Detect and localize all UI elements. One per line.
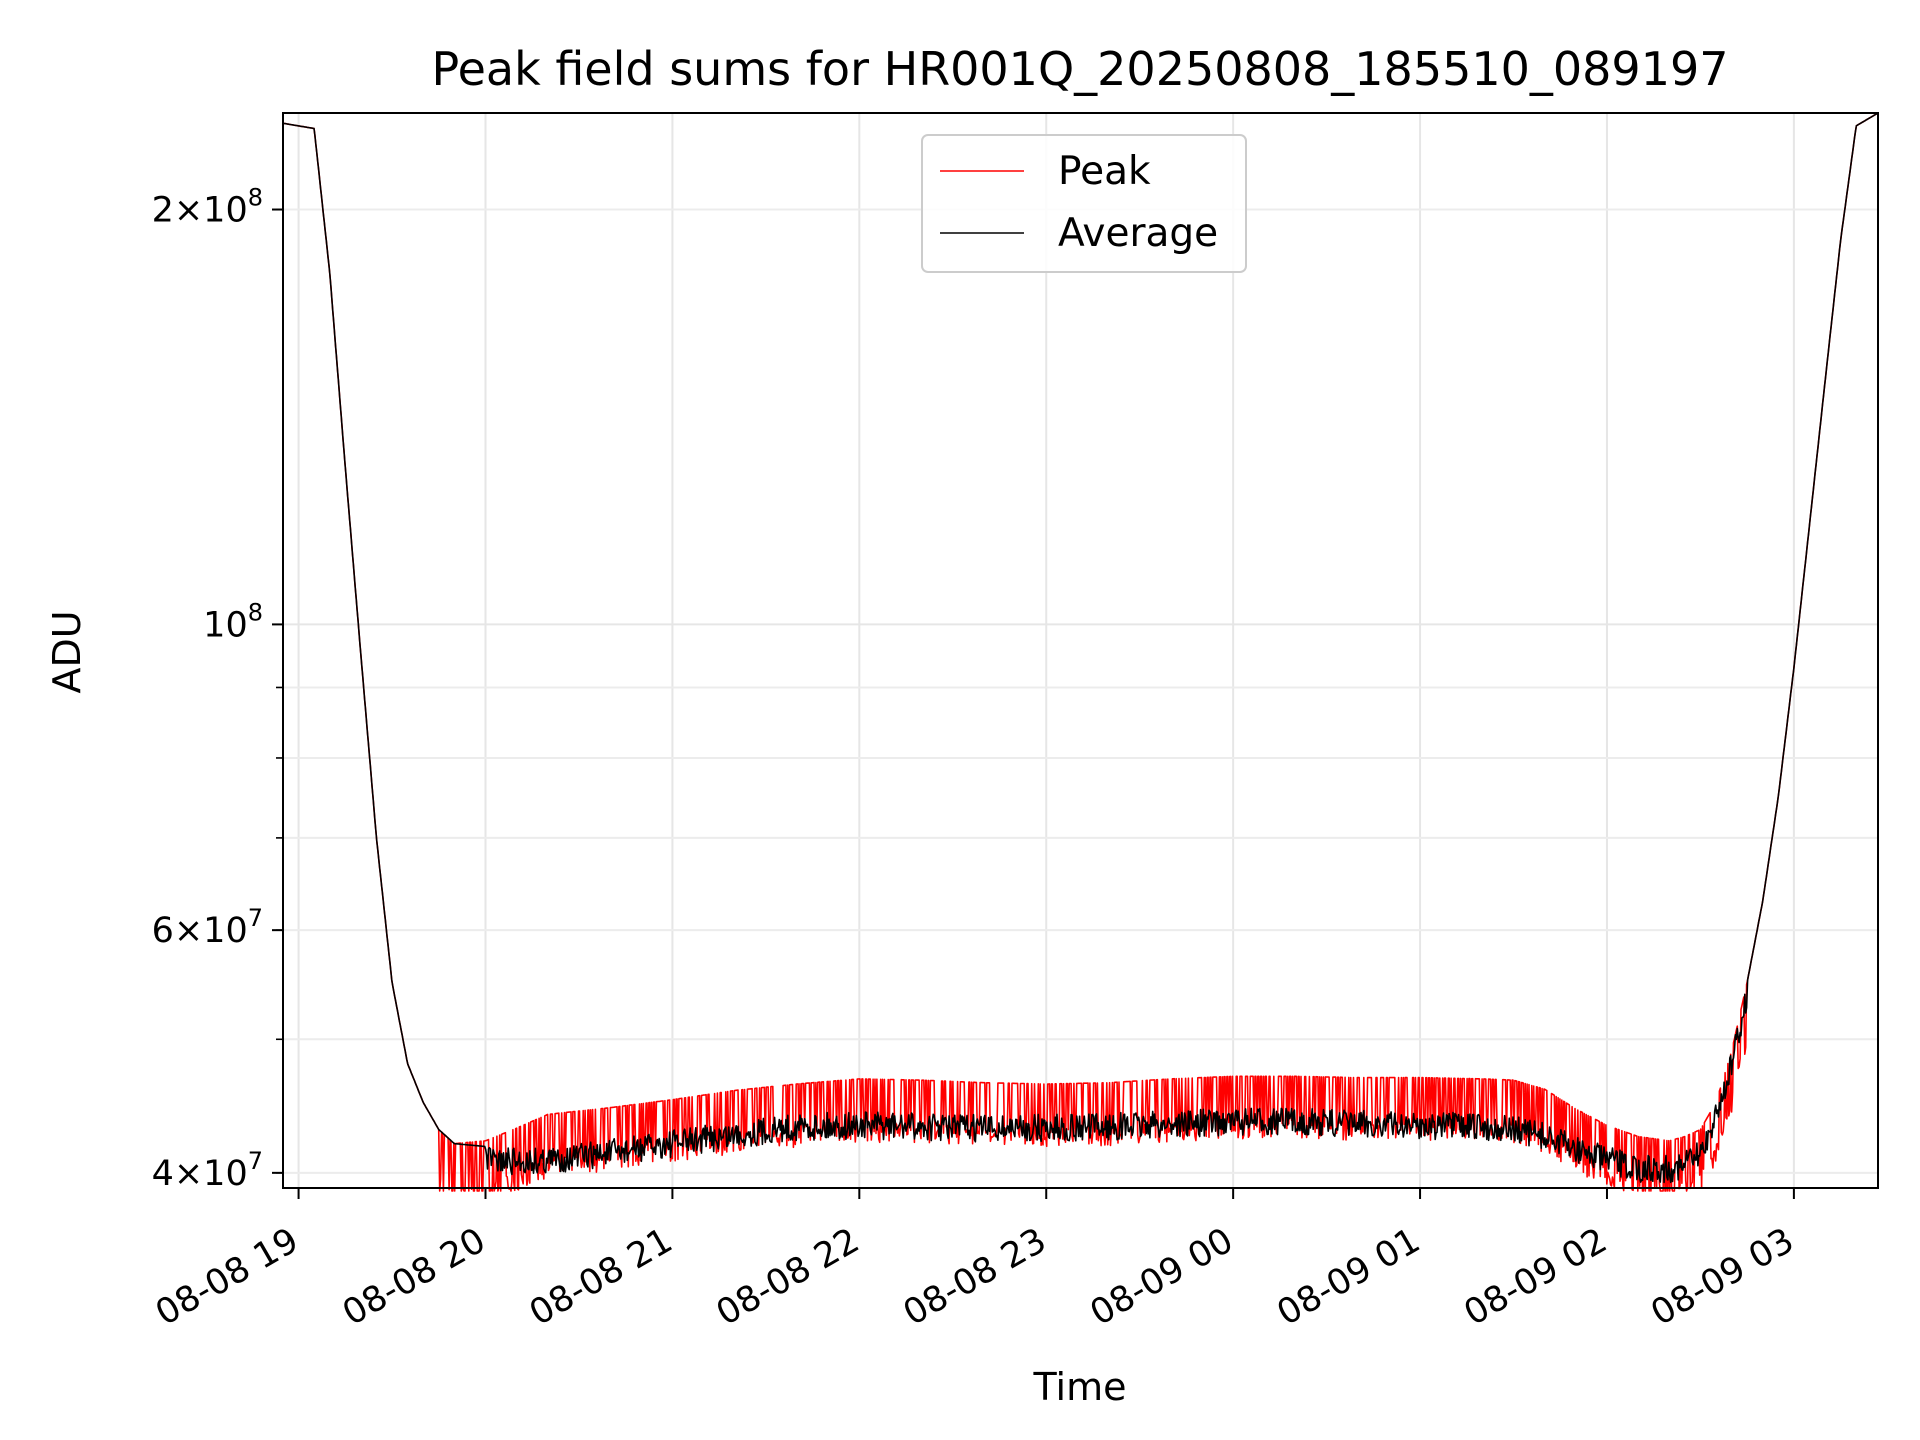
y-tick-label: 108 [203, 598, 263, 645]
series-layer [282, 112, 1879, 1192]
grid-lines [283, 113, 1878, 1188]
y-axis-ticks: 2×108 108 6×107 4×107 [152, 184, 283, 1194]
legend: Peak Average [921, 134, 1247, 273]
legend-label-average: Average [1058, 211, 1218, 256]
chart-title: Peak field sums for HR001Q_20250808_1855… [431, 42, 1728, 96]
legend-label-peak: Peak [1058, 149, 1151, 194]
series-line-peak [282, 112, 1879, 1192]
legend-box [921, 134, 1247, 273]
y-tick-label: 2×108 [152, 184, 263, 231]
y-axis-label: ADU [45, 610, 89, 693]
y-tick-label: 6×107 [152, 904, 263, 951]
y-tick-label: 4×107 [152, 1147, 263, 1194]
series-line-average [282, 112, 1879, 1184]
plot-frame [282, 112, 1879, 1189]
x-axis-label: Time [1033, 1365, 1127, 1409]
